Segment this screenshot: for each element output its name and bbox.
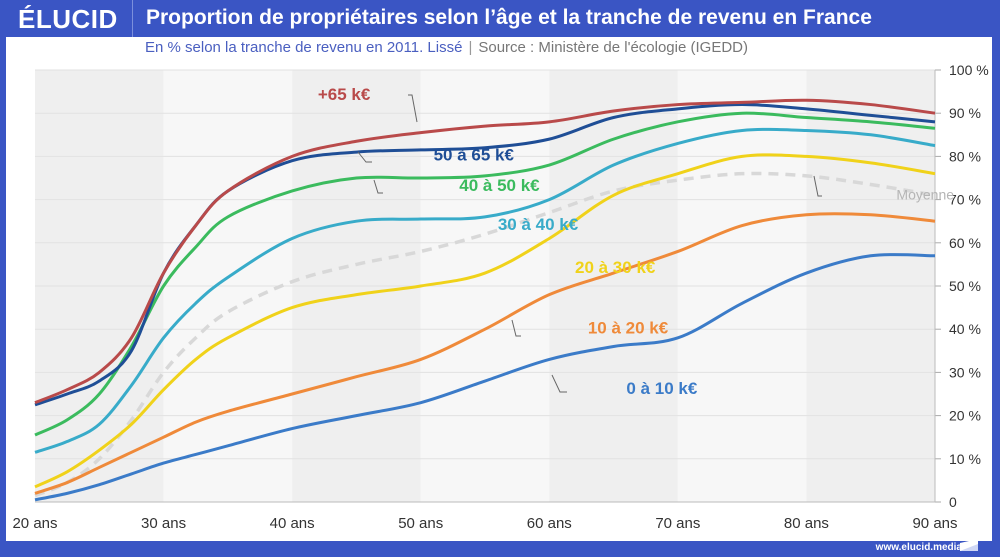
y-tick-label: 60 % (949, 235, 981, 251)
series-line-40-50-k (34, 111, 936, 437)
x-tick-label: 80 ans (784, 515, 829, 532)
x-tick-label: 40 ans (270, 515, 315, 532)
y-tick-label: 50 % (949, 278, 981, 294)
series-line-10-20-k (34, 212, 936, 495)
series-label: 40 à 50 k€ (459, 176, 540, 195)
label-leader-line (511, 319, 521, 337)
label-leader-line (408, 94, 418, 123)
chart-subtitle: En % selon la tranche de revenu en 2011.… (145, 39, 748, 56)
y-tick-label: 20 % (949, 408, 981, 424)
subtitle-main: En % selon la tranche de revenu en 2011.… (145, 39, 463, 56)
label-leader-line (373, 179, 383, 194)
series-label: 20 à 30 k€ (575, 258, 656, 277)
y-tick-label: 70 % (949, 192, 981, 208)
y-tick-label: 0 (949, 494, 957, 510)
y-tick-label: 100 % (949, 62, 989, 78)
header: ÉLUCID Proportion de propriétaires selon… (0, 0, 1000, 37)
x-tick-label: 20 ans (12, 515, 57, 532)
series-line-65-k (34, 98, 936, 405)
series-label: 0 à 10 k€ (626, 379, 697, 398)
series-label: Moyenne (896, 187, 954, 203)
footer-url[interactable]: www.elucid.media (875, 542, 962, 553)
label-leader-line (551, 374, 567, 393)
axes: 0 10 % 20 % 30 % 40 % 50 % 60 % 70 % 80 % 90 % 100… (12, 62, 988, 532)
brand-logo: ÉLUCID (18, 4, 118, 34)
x-tick-label: 60 ans (527, 515, 572, 532)
header-divider (132, 0, 133, 37)
x-tick-label: 50 ans (398, 515, 443, 532)
series-line-50-65-k (34, 103, 936, 407)
subtitle-separator: | (468, 39, 473, 56)
series-label: +65 k€ (318, 85, 371, 104)
series-labels: +65 k€ 50 à 65 k€ 40 à 50 k€ 30 à 40 k€ Moye… (318, 85, 954, 398)
series-line-moyenne (34, 171, 936, 498)
chart-title: Proportion de propriétaires selon l’âge … (146, 6, 872, 29)
y-tick-label: 80 % (949, 148, 981, 164)
series-label: 10 à 20 k€ (588, 319, 669, 338)
series-lines (34, 98, 936, 502)
label-leader-line (357, 151, 372, 163)
y-tick-label: 40 % (949, 321, 981, 337)
series-label: 30 à 40 k€ (498, 215, 579, 234)
x-tick-label: 70 ans (655, 515, 700, 532)
label-leader-line (813, 175, 822, 197)
y-tick-label: 10 % (949, 451, 981, 467)
series-line-0-10-k (34, 252, 936, 502)
y-tick-label: 90 % (949, 105, 981, 121)
y-tick-label: 30 % (949, 364, 981, 380)
subtitle-source: Source : Ministère de l'écologie (IGEDD) (478, 39, 748, 56)
x-tick-label: 30 ans (141, 515, 186, 532)
series-line-20-30-k (34, 153, 936, 489)
x-tick-label: 90 ans (912, 515, 957, 532)
elucid-flag-icon (960, 539, 978, 551)
series-line-30-40-k (34, 127, 936, 454)
series-label: 50 à 65 k€ (434, 146, 515, 165)
